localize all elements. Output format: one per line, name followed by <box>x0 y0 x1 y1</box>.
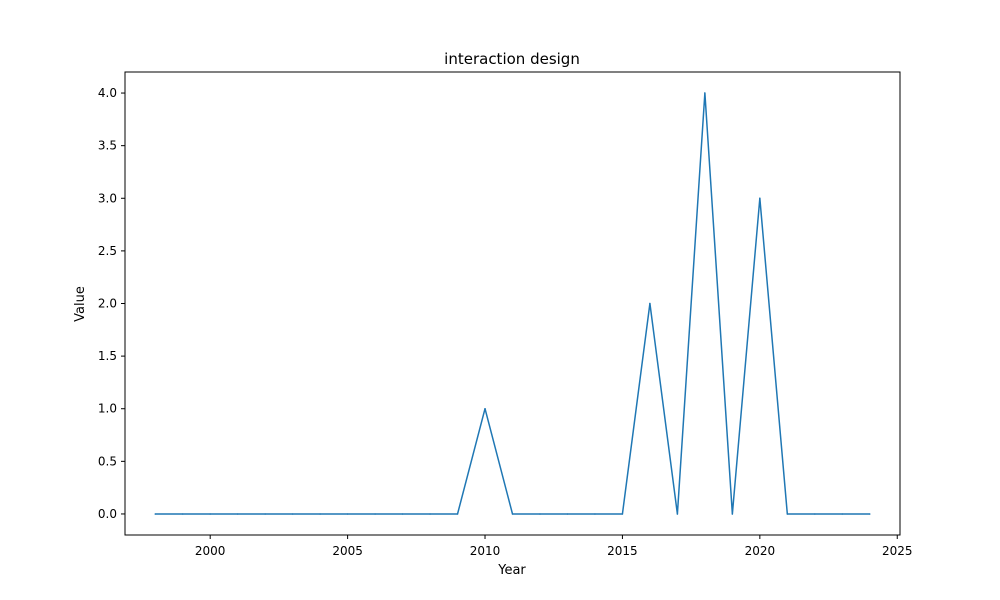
data-point <box>154 513 156 515</box>
y-axis-label: Value <box>73 286 88 322</box>
data-point <box>869 513 871 515</box>
plot-frame <box>124 71 901 536</box>
y-tick-label: 3.5 <box>98 139 117 153</box>
data-point <box>511 513 514 515</box>
y-tick-label: 0.5 <box>98 454 117 468</box>
data-point <box>346 513 349 515</box>
data-point <box>484 407 486 410</box>
y-tick-label: 2.5 <box>98 244 117 258</box>
data-point <box>621 513 624 515</box>
data-point <box>456 513 459 515</box>
data-point <box>566 513 569 515</box>
data-point <box>291 513 294 515</box>
data-point <box>649 302 651 305</box>
series-line <box>155 92 870 515</box>
data-point <box>264 513 266 515</box>
y-tick-label: 4.0 <box>98 86 117 100</box>
data-point <box>236 513 239 515</box>
data-point <box>429 513 431 515</box>
data-point <box>319 513 321 515</box>
y-tick-label: 1.0 <box>98 402 117 416</box>
y-tick-label: 2.0 <box>98 297 117 311</box>
x-tick-label: 2015 <box>607 544 638 558</box>
y-tick-label: 3.0 <box>98 191 117 205</box>
data-point <box>786 513 789 515</box>
y-axis: 0.0 0.5 1.0 1.5 2.0 2.5 3.0 3.5 4.0 <box>98 86 125 521</box>
chart-title: interaction design <box>444 50 580 68</box>
x-axis-label: Year <box>497 563 526 578</box>
data-point <box>181 513 184 515</box>
y-tick-label: 0.0 <box>98 507 117 521</box>
data-point <box>374 513 376 515</box>
x-axis: 2000 2005 2010 2015 2020 2025 <box>195 535 913 558</box>
data-point <box>209 513 211 515</box>
x-tick-label: 2010 <box>470 544 501 558</box>
data-point <box>539 513 541 515</box>
data-point <box>594 513 596 515</box>
data-point <box>759 197 761 200</box>
x-tick-label: 2025 <box>882 544 913 558</box>
data-point <box>841 513 844 515</box>
series-layer <box>154 92 871 515</box>
x-tick-label: 2005 <box>332 544 363 558</box>
x-tick-label: 2020 <box>745 544 776 558</box>
y-tick-label: 1.5 <box>98 349 117 363</box>
data-point <box>731 513 734 515</box>
data-point <box>676 513 679 515</box>
x-tick-label: 2000 <box>195 544 226 558</box>
data-point <box>814 513 816 515</box>
data-point <box>704 92 706 94</box>
data-point <box>401 513 404 515</box>
